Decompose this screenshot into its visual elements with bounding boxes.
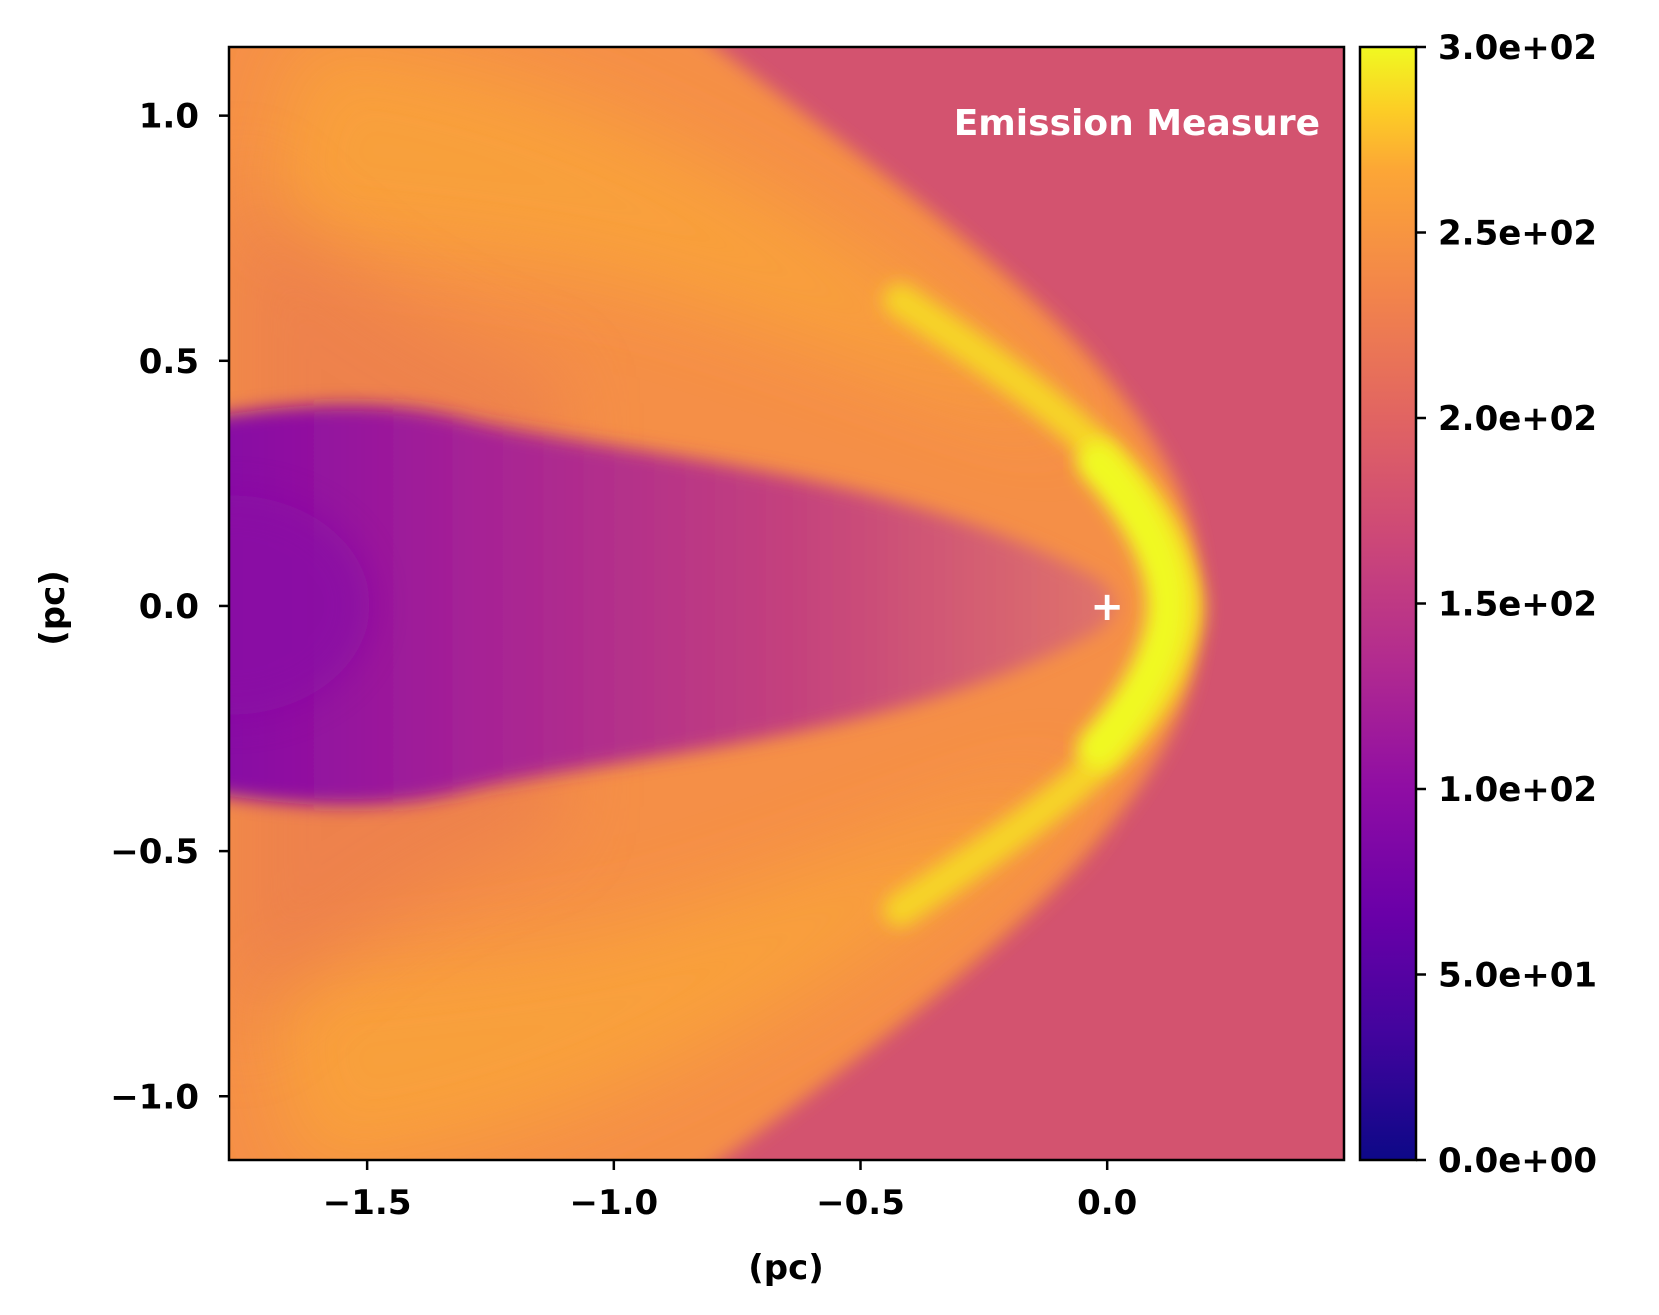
- y-tick-label: 1.0: [139, 97, 199, 137]
- heatmap-image: [229, 47, 1344, 1160]
- y-axis: 1.0 0.5 0.0 −0.5 −1.0: [110, 97, 229, 1117]
- colorbar-tick-label: 1.0e+02: [1438, 770, 1597, 810]
- colorbar-tick-label: 0.0e+00: [1438, 1141, 1597, 1181]
- colorbar-axis: 3.0e+02 2.5e+02 2.0e+02 1.5e+02 1.0e+02 5.0e+…: [1416, 28, 1597, 1181]
- colorbar-tick-label: 3.0e+02: [1438, 28, 1597, 68]
- x-tick-label: −0.5: [816, 1183, 905, 1223]
- x-axis-label: (pc): [748, 1248, 824, 1288]
- marker-layer: +: [1090, 584, 1124, 630]
- y-tick-label: −0.5: [110, 832, 199, 872]
- wake-core: [229, 495, 370, 715]
- lower-wing-highlight: [260, 780, 1080, 1160]
- panel-label: Emission Measure: [954, 103, 1320, 144]
- star-position-marker: +: [1090, 584, 1124, 630]
- colorbar-tick-label: 5.0e+01: [1438, 956, 1597, 996]
- y-tick-label: 0.5: [139, 342, 199, 382]
- x-tick-label: 0.0: [1077, 1183, 1137, 1223]
- upper-wing-highlight: [260, 47, 1080, 430]
- bow-shock-apex: [1077, 441, 1190, 769]
- y-axis-label: (pc): [33, 570, 73, 646]
- colorbar-tick-label: 1.5e+02: [1438, 585, 1597, 625]
- colorbar: [1358, 45, 1418, 1162]
- y-tick-label: 0.0: [139, 587, 199, 627]
- x-tick-label: −1.5: [323, 1183, 412, 1223]
- y-tick-label: −1.0: [110, 1077, 199, 1117]
- colorbar-tick-label: 2.5e+02: [1438, 214, 1597, 254]
- x-tick-label: −1.0: [569, 1183, 658, 1223]
- wake-cavity: [229, 404, 1115, 806]
- colorbar-tick-label: 2.0e+02: [1438, 399, 1597, 439]
- x-axis: −1.5 −1.0 −0.5 0.0: [323, 1160, 1137, 1223]
- plot-frame: [227, 45, 1346, 1162]
